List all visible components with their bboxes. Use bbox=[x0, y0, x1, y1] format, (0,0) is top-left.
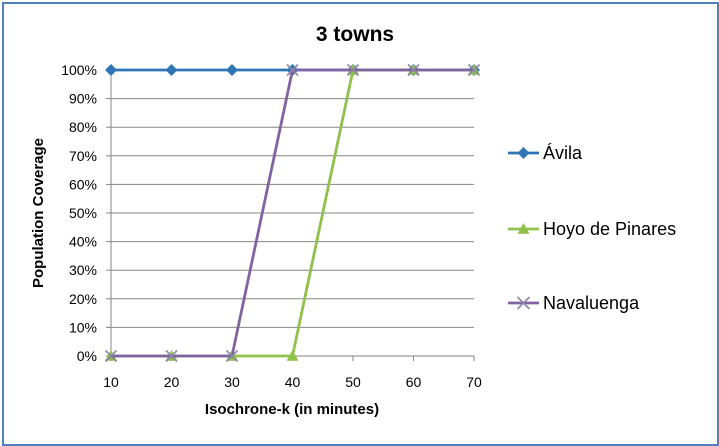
data-point-diamond bbox=[105, 64, 117, 76]
legend-label: Navaluenga bbox=[543, 293, 640, 313]
legend-label: Ávila bbox=[543, 143, 583, 163]
data-point-x bbox=[225, 349, 239, 363]
data-point-x bbox=[467, 63, 481, 77]
y-tick-label: 80% bbox=[69, 119, 97, 135]
x-tick-label: 70 bbox=[466, 374, 482, 390]
y-tick-label: 0% bbox=[77, 348, 97, 364]
x-marker-stroke bbox=[225, 349, 239, 363]
x-marker-stroke bbox=[165, 349, 178, 363]
x-tick-label: 40 bbox=[285, 374, 301, 390]
y-tick-labels: 0% 10% 20% 30% 40% 50% 60% 70% 80% 90% 100% bbox=[61, 62, 97, 364]
data-point-x bbox=[165, 349, 178, 363]
y-tick-label: 20% bbox=[69, 291, 97, 307]
data-point-x bbox=[104, 349, 118, 363]
data-point-triangle bbox=[517, 223, 530, 234]
x-marker-stroke bbox=[407, 63, 420, 77]
y-tick-label: 60% bbox=[69, 176, 97, 192]
y-tick-label: 90% bbox=[69, 91, 97, 107]
x-axis-title: Isochrone-k (in minutes) bbox=[205, 401, 379, 418]
data-point-x bbox=[407, 63, 420, 77]
data-point-x bbox=[516, 296, 531, 310]
x-tick-label: 60 bbox=[406, 374, 422, 390]
x-marker-stroke bbox=[467, 63, 481, 77]
y-tick-label: 70% bbox=[69, 148, 97, 164]
gridlines bbox=[106, 69, 475, 361]
chart-title: 3 towns bbox=[316, 23, 394, 46]
series-group bbox=[104, 63, 481, 363]
x-marker-stroke bbox=[516, 296, 531, 310]
x-marker-stroke bbox=[286, 63, 299, 77]
x-tick-label: 30 bbox=[224, 374, 240, 390]
x-tick-label: 50 bbox=[345, 374, 361, 390]
x-marker-stroke bbox=[346, 63, 360, 77]
y-axis-title: Population Coverage bbox=[30, 138, 47, 288]
data-point-diamond bbox=[165, 64, 178, 76]
x-tick-labels: 10 20 30 40 50 60 70 bbox=[103, 374, 482, 390]
y-tick-label: 100% bbox=[61, 62, 97, 78]
y-tick-label: 30% bbox=[69, 262, 97, 278]
x-tick-label: 10 bbox=[103, 374, 119, 390]
x-tick-label: 20 bbox=[164, 374, 180, 390]
x-marker-stroke bbox=[104, 349, 118, 363]
data-point-triangle bbox=[286, 350, 299, 361]
y-tick-label: 40% bbox=[69, 234, 97, 250]
data-point-x bbox=[346, 63, 360, 77]
data-point-diamond bbox=[517, 147, 530, 159]
data-point-x bbox=[286, 63, 299, 77]
y-tick-label: 10% bbox=[69, 319, 97, 335]
legend-label: Hoyo de Pinares bbox=[543, 219, 676, 239]
data-point-diamond bbox=[226, 64, 238, 76]
y-tick-label: 50% bbox=[69, 205, 97, 221]
legend: Ávila Hoyo de Pinares Navaluenga bbox=[508, 143, 676, 313]
